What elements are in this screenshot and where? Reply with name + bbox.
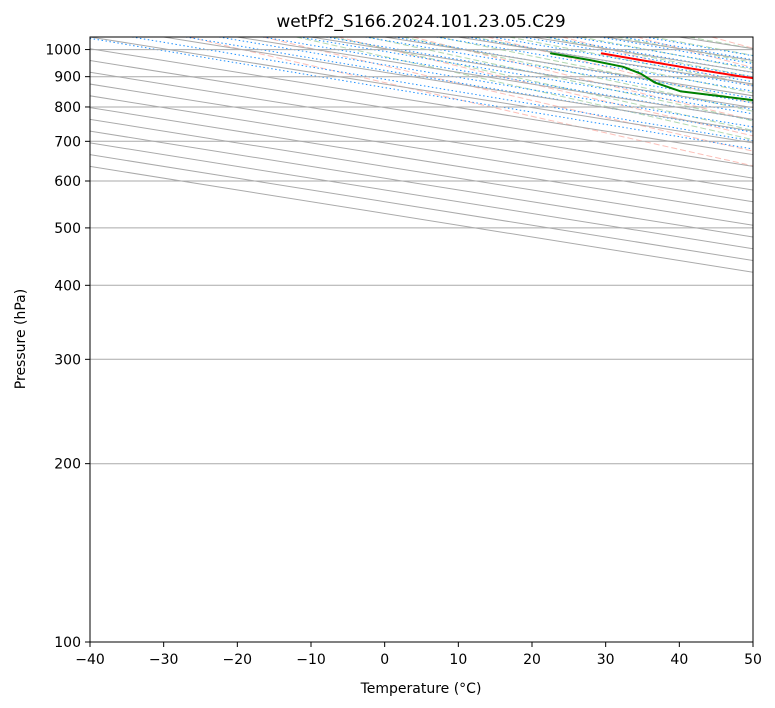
moist-adiabat-line — [367, 37, 753, 122]
isotherm-line — [90, 60, 753, 167]
isotherm-line — [90, 130, 753, 238]
y-axis: 100 200 300 400 500 600 700 800 900 1000 — [45, 43, 90, 651]
y-tick-label: 700 — [54, 134, 81, 150]
mixing-ratio-line — [599, 37, 753, 65]
isotherm-line — [90, 48, 753, 156]
mixing-ratio-line — [492, 37, 753, 83]
x-tick-label: 10 — [449, 652, 467, 668]
background-lines — [90, 37, 753, 273]
y-axis-label: Pressure (hPa) — [13, 289, 29, 389]
x-tick-label: −10 — [296, 652, 326, 668]
mixing-ratio-line — [522, 37, 753, 78]
x-tick-label: −30 — [149, 652, 179, 668]
y-tick-label: 800 — [54, 100, 81, 116]
dry-adiabat-line — [188, 37, 753, 167]
y-tick-label: 1000 — [45, 43, 81, 59]
isotherm-line — [90, 118, 753, 226]
mixing-ratio-line — [90, 37, 753, 150]
y-tick-label: 900 — [54, 70, 81, 86]
x-tick-label: 30 — [597, 652, 615, 668]
isotherm-line — [90, 95, 753, 203]
x-tick-label: 20 — [523, 652, 541, 668]
isotherm-line — [90, 71, 753, 179]
dry-adiabat-line — [263, 37, 753, 152]
isotherm-line — [90, 107, 753, 214]
y-tick-label: 200 — [54, 457, 81, 473]
y-tick-label: 600 — [54, 174, 81, 190]
x-tick-label: 40 — [670, 652, 688, 668]
y-tick-label: 300 — [54, 352, 81, 368]
x-tick-label: −20 — [223, 652, 253, 668]
pressure-gridlines — [90, 49, 753, 642]
mixing-ratio-line — [131, 37, 753, 142]
x-tick-label: 50 — [744, 652, 762, 668]
chart-title: wetPf2_S166.2024.101.23.05.C29 — [276, 12, 565, 32]
mixing-ratio-line — [572, 37, 753, 69]
x-tick-label: 0 — [380, 652, 389, 668]
x-tick-label: −40 — [75, 652, 105, 668]
moist-adiabat-line — [296, 37, 753, 141]
moist-adiabat-line — [438, 37, 753, 103]
x-axis: −40 −30 −20 −10 0 10 20 30 40 50 — [75, 642, 762, 668]
isotherm-line — [90, 37, 753, 144]
y-tick-label: 100 — [54, 635, 81, 651]
isotherm-line — [90, 83, 753, 191]
mixing-ratio-line — [185, 37, 753, 133]
mixing-ratio-line — [218, 37, 753, 128]
plot-frame — [89, 36, 754, 643]
y-tick-label: 500 — [54, 221, 81, 237]
x-axis-label: Temperature (°C) — [360, 681, 482, 697]
y-tick-label: 400 — [54, 278, 81, 294]
